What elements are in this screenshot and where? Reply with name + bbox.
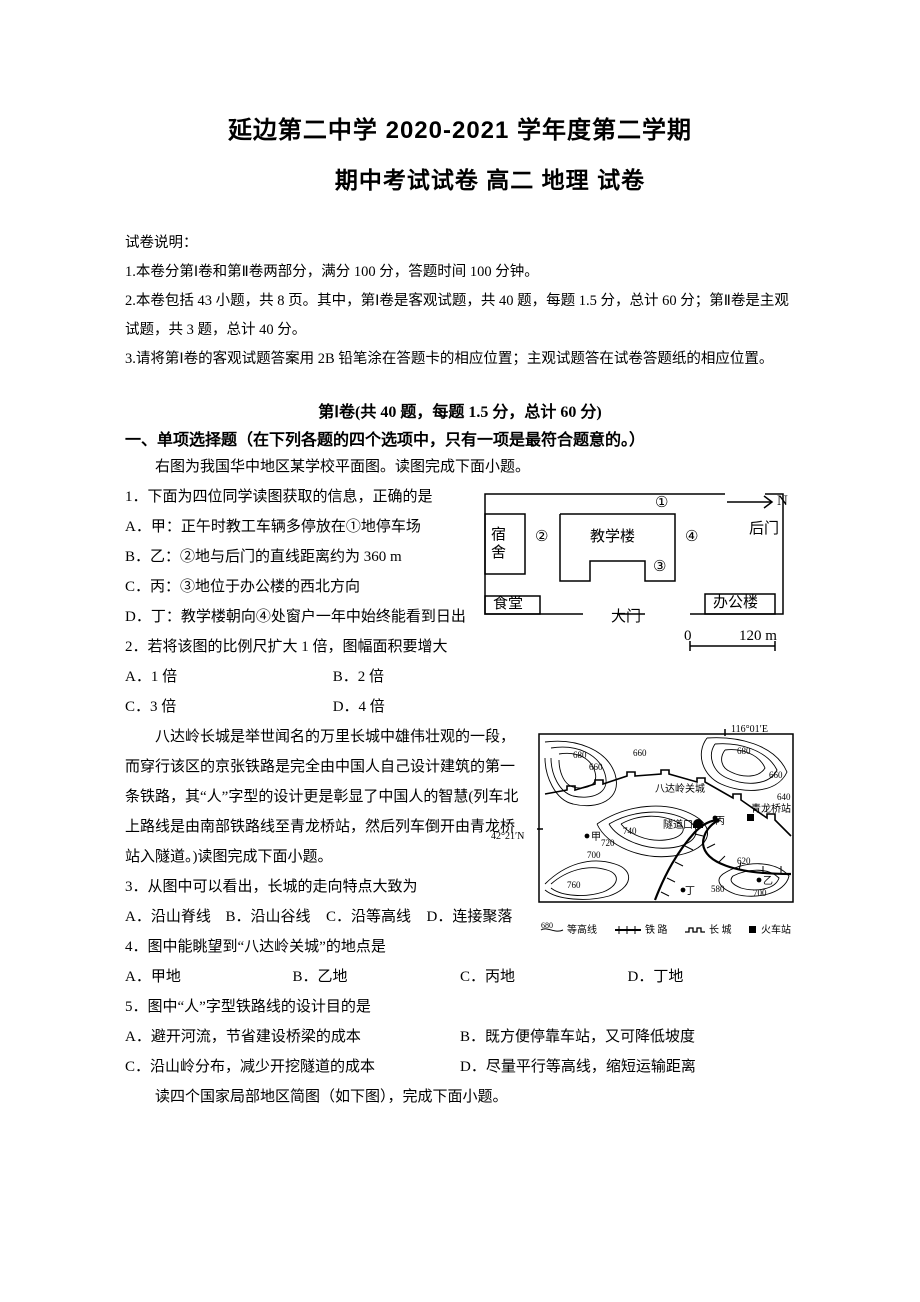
q4-stem: 4．图中能眺望到“八达岭关城”的地点是	[125, 932, 795, 962]
q2-opt-b: B．2 倍	[333, 662, 541, 692]
label-office: 办公楼	[713, 596, 758, 611]
contour-740: 740	[623, 826, 637, 836]
label-p3: ③	[653, 560, 666, 575]
q5-opt-c: C．沿山岭分布，减少开挖隧道的成本	[125, 1052, 460, 1082]
svg-text:等高线: 等高线	[567, 923, 597, 936]
label-yi: 乙	[763, 875, 773, 887]
label-ding: 丁	[685, 886, 695, 897]
q3-opt-b: B．沿山谷线	[226, 902, 327, 932]
label-lat: 42°21′N	[491, 827, 524, 847]
label-jia: 甲	[591, 832, 601, 843]
contour-660a: 660	[589, 762, 603, 772]
notes-item-3: 3.请将第Ⅰ卷的客观试题答案用 2B 铅笔涂在答题卡的相应位置；主观试题答在试卷…	[125, 345, 795, 374]
q4-opt-a: A．甲地	[125, 962, 293, 992]
title-line-1: 延边第二中学 2020-2021 学年度第二学期	[125, 110, 795, 145]
exam-notes: 试卷说明： 1.本卷分第Ⅰ卷和第Ⅱ卷两部分，满分 100 分，答题时间 100 …	[125, 229, 795, 374]
part1-title: 第Ⅰ卷(共 40 题，每题 1.5 分，总计 60 分)	[125, 398, 795, 422]
svg-text:长 城: 长 城	[709, 924, 732, 936]
contour-620: 620	[737, 856, 751, 866]
q5-opt-a: A．避开河流，节省建设桥梁的成本	[125, 1022, 460, 1052]
label-qinglong: 青龙桥站	[751, 802, 791, 815]
svg-text:铁 路: 铁 路	[645, 923, 668, 936]
label-p4: ④	[685, 530, 698, 545]
notes-item-1: 1.本卷分第Ⅰ卷和第Ⅱ卷两部分，满分 100 分，答题时间 100 分钟。	[125, 258, 795, 287]
figure-school-plan: ① ② ④ ③ N 后门 宿 舍 教学楼 食堂 大门 办公楼 0 120 m	[475, 486, 795, 656]
label-canteen: 食堂	[493, 597, 523, 612]
title-line-2: 期中考试试卷 高二 地理 试卷	[125, 161, 795, 195]
topo-legend: 680 等高线 铁 路 长 城	[537, 922, 795, 936]
label-teaching: 教学楼	[590, 530, 635, 545]
notes-item-2: 2.本卷包括 43 小题，共 8 页。其中，第Ⅰ卷是客观试题，共 40 题，每题…	[125, 287, 795, 345]
q5-opt-b: B．既方便停靠车站，又可降低坡度	[460, 1022, 795, 1052]
passage-3: 读四个国家局部地区简图（如下图），完成下面小题。	[125, 1082, 795, 1112]
q2-opt-d: D．4 倍	[333, 692, 541, 722]
q3-opt-c: C．沿等高线	[326, 902, 427, 932]
label-p2: ②	[535, 530, 548, 545]
label-scale-0: 0	[684, 629, 692, 644]
contour-700b: 700	[753, 888, 767, 898]
svg-text:火车站: 火车站	[761, 923, 791, 936]
contour-660c: 660	[769, 770, 783, 780]
contour-720: 720	[601, 838, 615, 848]
q2-opt-a: A．1 倍	[125, 662, 333, 692]
svg-text:680: 680	[541, 922, 553, 930]
label-backdoor: 后门	[749, 522, 779, 537]
contour-680b: 680	[737, 746, 751, 756]
school-plan-diagram: ① ② ④ ③ N 后门 宿 舍 教学楼 食堂 大门 办公楼 0 120 m	[475, 486, 795, 656]
topo-diagram: 680 660 660 680 660 640 740 720 700 760 …	[537, 724, 795, 936]
q5-stem: 5．图中“人”字型铁路线的设计目的是	[125, 992, 795, 1022]
label-dorm: 宿 舍	[491, 526, 506, 562]
q5-opt-d: D．尽量平行等高线，缩短运输距离	[460, 1052, 795, 1082]
label-north: N	[777, 494, 788, 509]
q2-opts-row-1: A．1 倍 B．2 倍	[125, 662, 795, 692]
label-gate: 大门	[611, 610, 641, 625]
q4-opt-c: C．丙地	[460, 962, 628, 992]
q2-opt-c: C．3 倍	[125, 692, 333, 722]
q2-opts-row-2: C．3 倍 D．4 倍	[125, 692, 795, 722]
section1-title: 一、单项选择题（在下列各题的四个选项中，只有一项是最符合题意的。）	[125, 426, 795, 450]
svg-text:116°01′E: 116°01′E	[731, 724, 768, 735]
contour-700a: 700	[587, 850, 601, 860]
label-tunnel: 隧道口	[663, 818, 693, 831]
q3-opts: A．沿山脊线 B．沿山谷线 C．沿等高线 D．连接聚落	[125, 902, 527, 932]
contour-660b: 660	[633, 748, 647, 758]
contour-640a: 640	[777, 792, 791, 802]
label-badaling: 八达岭关城	[655, 782, 705, 795]
contour-680a: 680	[573, 750, 587, 760]
figure-topo-map: 680 660 660 680 660 640 740 720 700 760 …	[537, 724, 795, 936]
q4-opt-b: B．乙地	[293, 962, 461, 992]
title-block: 延边第二中学 2020-2021 学年度第二学期 期中考试试卷 高二 地理 试卷	[125, 110, 795, 195]
label-scale-120: 120 m	[739, 629, 777, 644]
body: 右图为我国华中地区某学校平面图。读图完成下面小题。	[125, 452, 795, 1112]
q3-opt-d: D．连接聚落	[427, 902, 528, 932]
q4-opts: A．甲地 B．乙地 C．丙地 D．丁地	[125, 962, 795, 992]
q5-opts-row-1: A．避开河流，节省建设桥梁的成本 B．既方便停靠车站，又可降低坡度	[125, 1022, 795, 1052]
passage-1: 右图为我国华中地区某学校平面图。读图完成下面小题。	[125, 452, 795, 482]
contour-760: 760	[567, 880, 581, 890]
notes-heading: 试卷说明：	[125, 229, 795, 258]
contour-580: 580	[711, 884, 725, 894]
label-p1: ①	[655, 496, 668, 511]
q4-opt-d: D．丁地	[628, 962, 796, 992]
q3-opt-a: A．沿山脊线	[125, 902, 226, 932]
q5-opts-row-2: C．沿山岭分布，减少开挖隧道的成本 D．尽量平行等高线，缩短运输距离	[125, 1052, 795, 1082]
